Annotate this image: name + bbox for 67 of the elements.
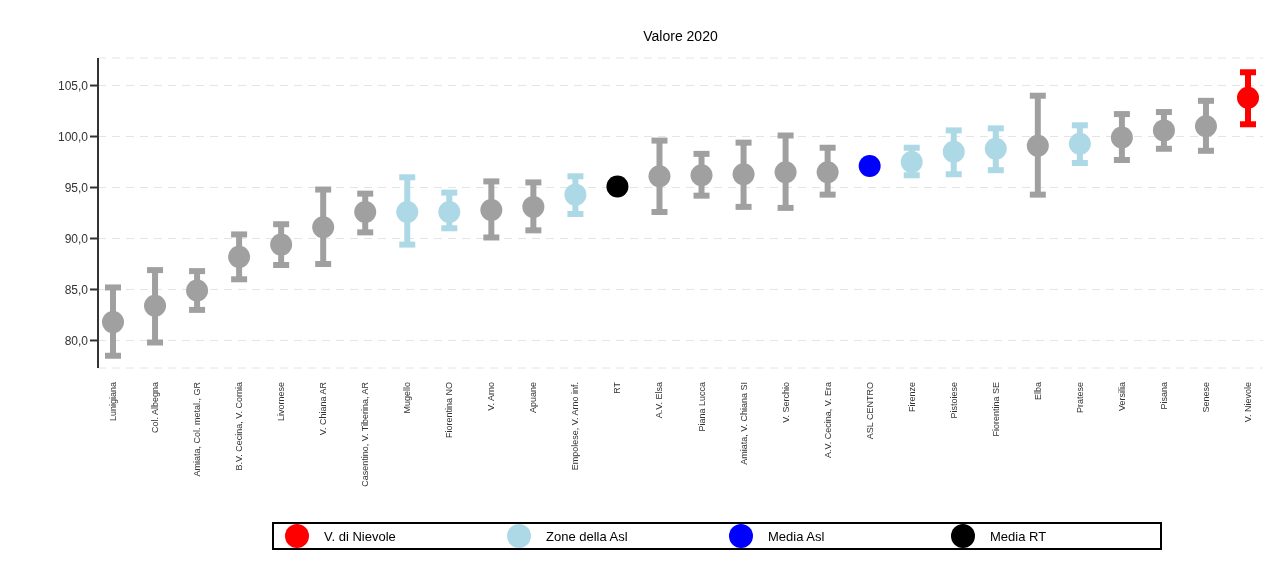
x-tick-label: Elba	[1032, 382, 1043, 401]
y-tick-label: 90,0	[64, 231, 89, 246]
legend-label: Media Asl	[768, 528, 825, 544]
x-tick-label: Fiorentina SE	[990, 382, 1001, 437]
x-tick-label: Amiata, Col. metal., GR	[192, 381, 203, 477]
point	[564, 183, 587, 206]
chart-title: Valore 2020	[642, 27, 719, 46]
x-tick-label: Amiata, V. Chiana SI	[738, 382, 749, 465]
x-tick-label: ASL CENTRO	[864, 382, 875, 440]
point	[1152, 119, 1175, 142]
point	[186, 279, 209, 302]
point	[1194, 115, 1217, 138]
point	[816, 161, 839, 184]
x-tick-label: Piana Lucca	[696, 382, 707, 432]
point	[144, 294, 167, 317]
legend-label: Media RT	[990, 528, 1047, 544]
x-tick-label: Livornese	[276, 382, 287, 422]
x-tick-label: RT	[612, 381, 623, 394]
point	[1237, 86, 1259, 109]
point	[858, 155, 881, 178]
x-tick-label: Pisana	[1158, 382, 1169, 410]
x-tick-label: V. Serchio	[780, 382, 791, 423]
point	[690, 164, 713, 187]
point	[102, 311, 124, 334]
point	[1068, 132, 1091, 155]
point	[984, 137, 1007, 160]
y-tick-label: 80,0	[64, 333, 89, 348]
point	[648, 165, 671, 188]
point	[900, 151, 923, 174]
x-tick-label: Senese	[1200, 382, 1211, 413]
x-tick-label: Firenze	[906, 382, 917, 413]
x-tick-label: Fiorentina NO	[444, 382, 455, 439]
point	[354, 200, 377, 223]
point	[522, 195, 545, 218]
x-tick-label: A.V. Cecina, V. Era	[822, 382, 833, 458]
point	[396, 200, 419, 223]
point	[1026, 134, 1049, 157]
point	[480, 198, 503, 221]
x-tick-label: B.V. Cecina, V. Cornia	[234, 382, 245, 471]
legend-label: Zone della Asl	[546, 528, 628, 544]
y-tick-label: 100,0	[57, 129, 89, 144]
point	[732, 163, 755, 186]
x-tick-label: V. Nievole	[1243, 382, 1253, 423]
x-tick-label: V. Arno	[486, 382, 497, 411]
point	[774, 161, 797, 184]
x-tick-label: Mugello	[402, 382, 413, 414]
point	[942, 140, 965, 163]
x-tick-label: Col. Albegna	[150, 382, 161, 434]
x-tick-label: Empolese, V. Arno inf.	[570, 382, 581, 471]
legend-label: V. di Nievole	[324, 528, 396, 544]
point	[606, 175, 629, 198]
x-tick-label: Pratese	[1074, 382, 1085, 414]
x-tick-label: Pistoiese	[948, 382, 959, 419]
x-tick-label: Versilia	[1116, 382, 1127, 412]
y-tick-label: 95,0	[64, 180, 89, 195]
x-tick-label: A.V. Elsa	[654, 382, 665, 419]
point	[312, 216, 335, 239]
y-tick-label: 85,0	[64, 282, 89, 297]
point	[1110, 126, 1133, 149]
x-tick-label: Casentino, V. Tiberina, AR	[360, 381, 371, 487]
x-tick-label: Apuane	[528, 382, 539, 414]
point	[228, 245, 251, 268]
x-tick-label: Lunigiana	[108, 382, 118, 422]
x-tick-label: V. Chiana AR	[318, 381, 329, 436]
y-tick-label: 105,0	[57, 78, 89, 93]
point	[438, 200, 461, 223]
point	[270, 233, 293, 256]
